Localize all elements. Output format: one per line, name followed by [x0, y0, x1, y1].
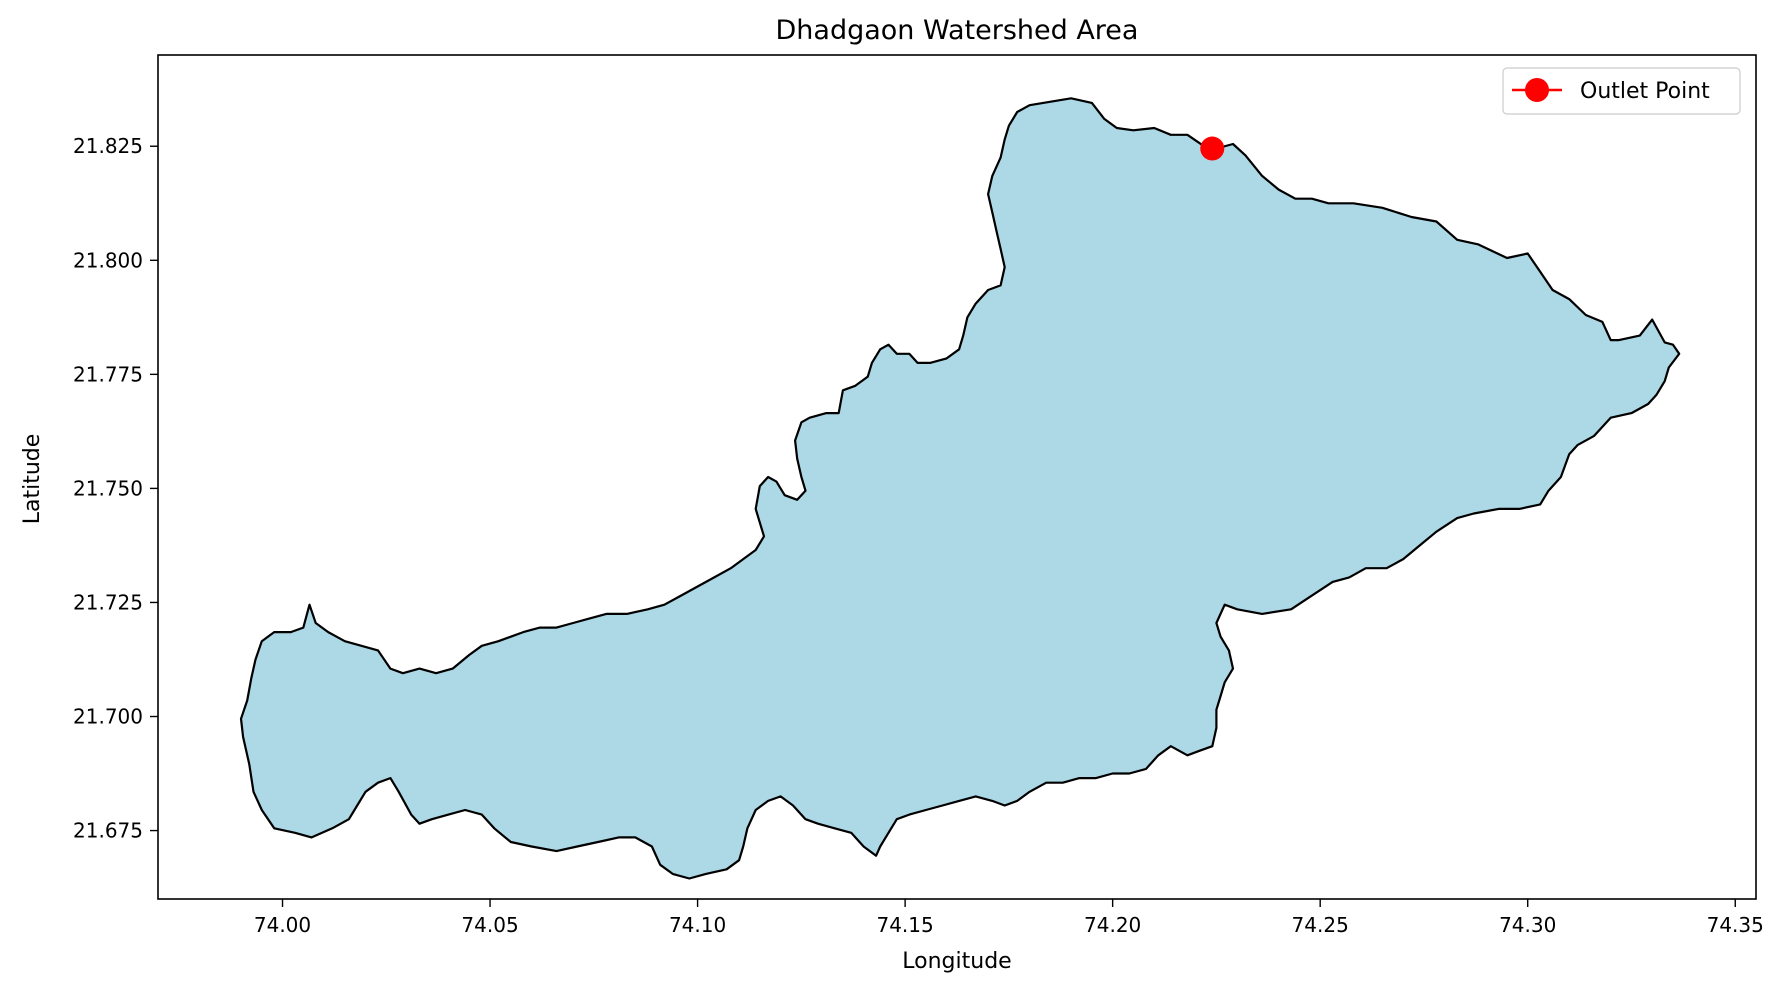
plot-area: [157, 54, 1757, 900]
y-axis-label: Latitude: [20, 434, 45, 525]
y-tick-label: 21.825: [73, 134, 143, 158]
x-axis-label: Longitude: [902, 949, 1011, 974]
legend: Outlet Point: [1502, 67, 1741, 115]
axes-frame: [157, 54, 1757, 900]
x-tick-label: 74.35: [1707, 913, 1764, 937]
y-tick-label: 21.725: [73, 590, 143, 614]
x-tick-label: 74.05: [461, 913, 518, 937]
x-tick-label: 74.00: [254, 913, 311, 937]
x-tick-label: 74.10: [669, 913, 726, 937]
x-tick-label: 74.15: [876, 913, 933, 937]
legend-box: [1502, 67, 1741, 115]
y-tick-label: 21.775: [73, 362, 143, 386]
y-tick-label: 21.800: [73, 248, 143, 272]
watershed-polygon: [239, 97, 1681, 880]
chart-title: Dhadgaon Watershed Area: [776, 15, 1139, 46]
x-axis: 74.00 74.05 74.10 74.15 74.20 74.25 74.30 74.35: [254, 899, 1764, 937]
x-tick-label: 74.25: [1292, 913, 1349, 937]
y-tick-label: 21.700: [73, 705, 143, 729]
points-layer: [1200, 136, 1225, 161]
x-tick-label: 74.20: [1084, 913, 1141, 937]
x-tick-label: 74.30: [1499, 913, 1556, 937]
y-axis: 21.675 21.700 21.725 21.750 21.775 21.800 21.8…: [73, 134, 158, 843]
outlet-point-marker: [1200, 136, 1225, 161]
y-tick-label: 21.750: [73, 476, 143, 500]
y-tick-label: 21.675: [73, 819, 143, 843]
legend-marker-swatch: [1525, 78, 1549, 102]
legend-label: Outlet Point: [1580, 79, 1710, 104]
